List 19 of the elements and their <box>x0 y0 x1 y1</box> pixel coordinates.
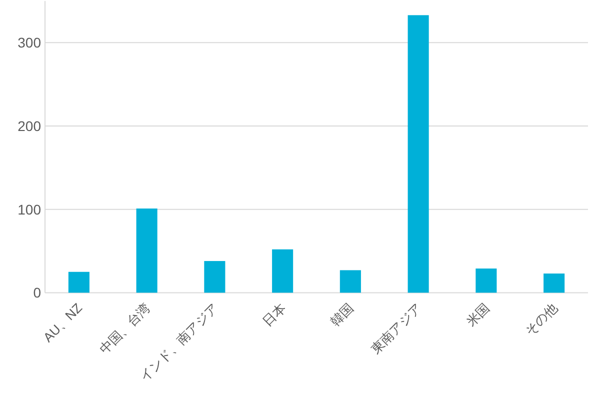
bar <box>408 15 429 293</box>
x-tick-label: 米国 <box>463 300 492 330</box>
bar <box>68 272 90 293</box>
x-tick-label: 東南アジア <box>368 300 424 357</box>
y-tick-label: 300 <box>18 34 42 51</box>
bar <box>204 261 226 293</box>
x-tick-label: 中国、台湾 <box>96 300 153 357</box>
x-tick-label: その他 <box>522 300 560 338</box>
x-tick-label: 日本 <box>260 300 289 330</box>
bar <box>136 208 158 293</box>
bar <box>544 274 565 293</box>
y-tick-label: 0 <box>33 284 42 301</box>
bar <box>340 270 361 293</box>
bar <box>272 249 294 293</box>
y-tick-label: 100 <box>18 201 42 218</box>
x-tick-label: 韓国 <box>328 300 357 330</box>
x-tick-label: AU、NZ <box>40 300 86 346</box>
bar <box>476 268 497 293</box>
y-tick-label: 200 <box>18 118 42 134</box>
